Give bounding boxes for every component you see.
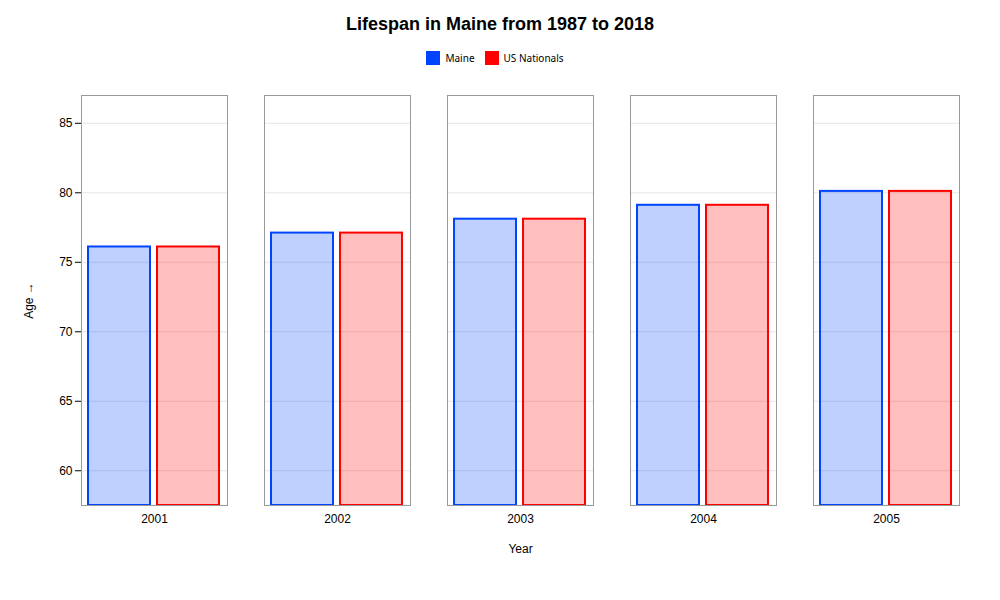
svg-text:2005: 2005 [873, 512, 900, 526]
svg-text:2002: 2002 [324, 512, 351, 526]
html-text:US Nationals: US Nationals [503, 50, 564, 65]
svg-text:2003: 2003 [507, 512, 534, 526]
svg-text:Year: Year [508, 542, 532, 556]
svg-text:Age →: Age → [22, 282, 36, 319]
svg-text:60: 60 [59, 464, 73, 478]
svg-text:2004: 2004 [690, 512, 717, 526]
html-text:Lifespan in Maine from 1987 to: Lifespan in Maine from 1987 to 2018 [345, 14, 654, 34]
svg-text:70: 70 [59, 325, 73, 339]
svg-text:75: 75 [59, 255, 73, 269]
svg-text:2001: 2001 [141, 512, 168, 526]
svg-text:80: 80 [59, 186, 73, 200]
svg-text:65: 65 [59, 394, 73, 408]
html-text:Maine: Maine [445, 50, 475, 65]
svg-text:85: 85 [59, 116, 73, 130]
